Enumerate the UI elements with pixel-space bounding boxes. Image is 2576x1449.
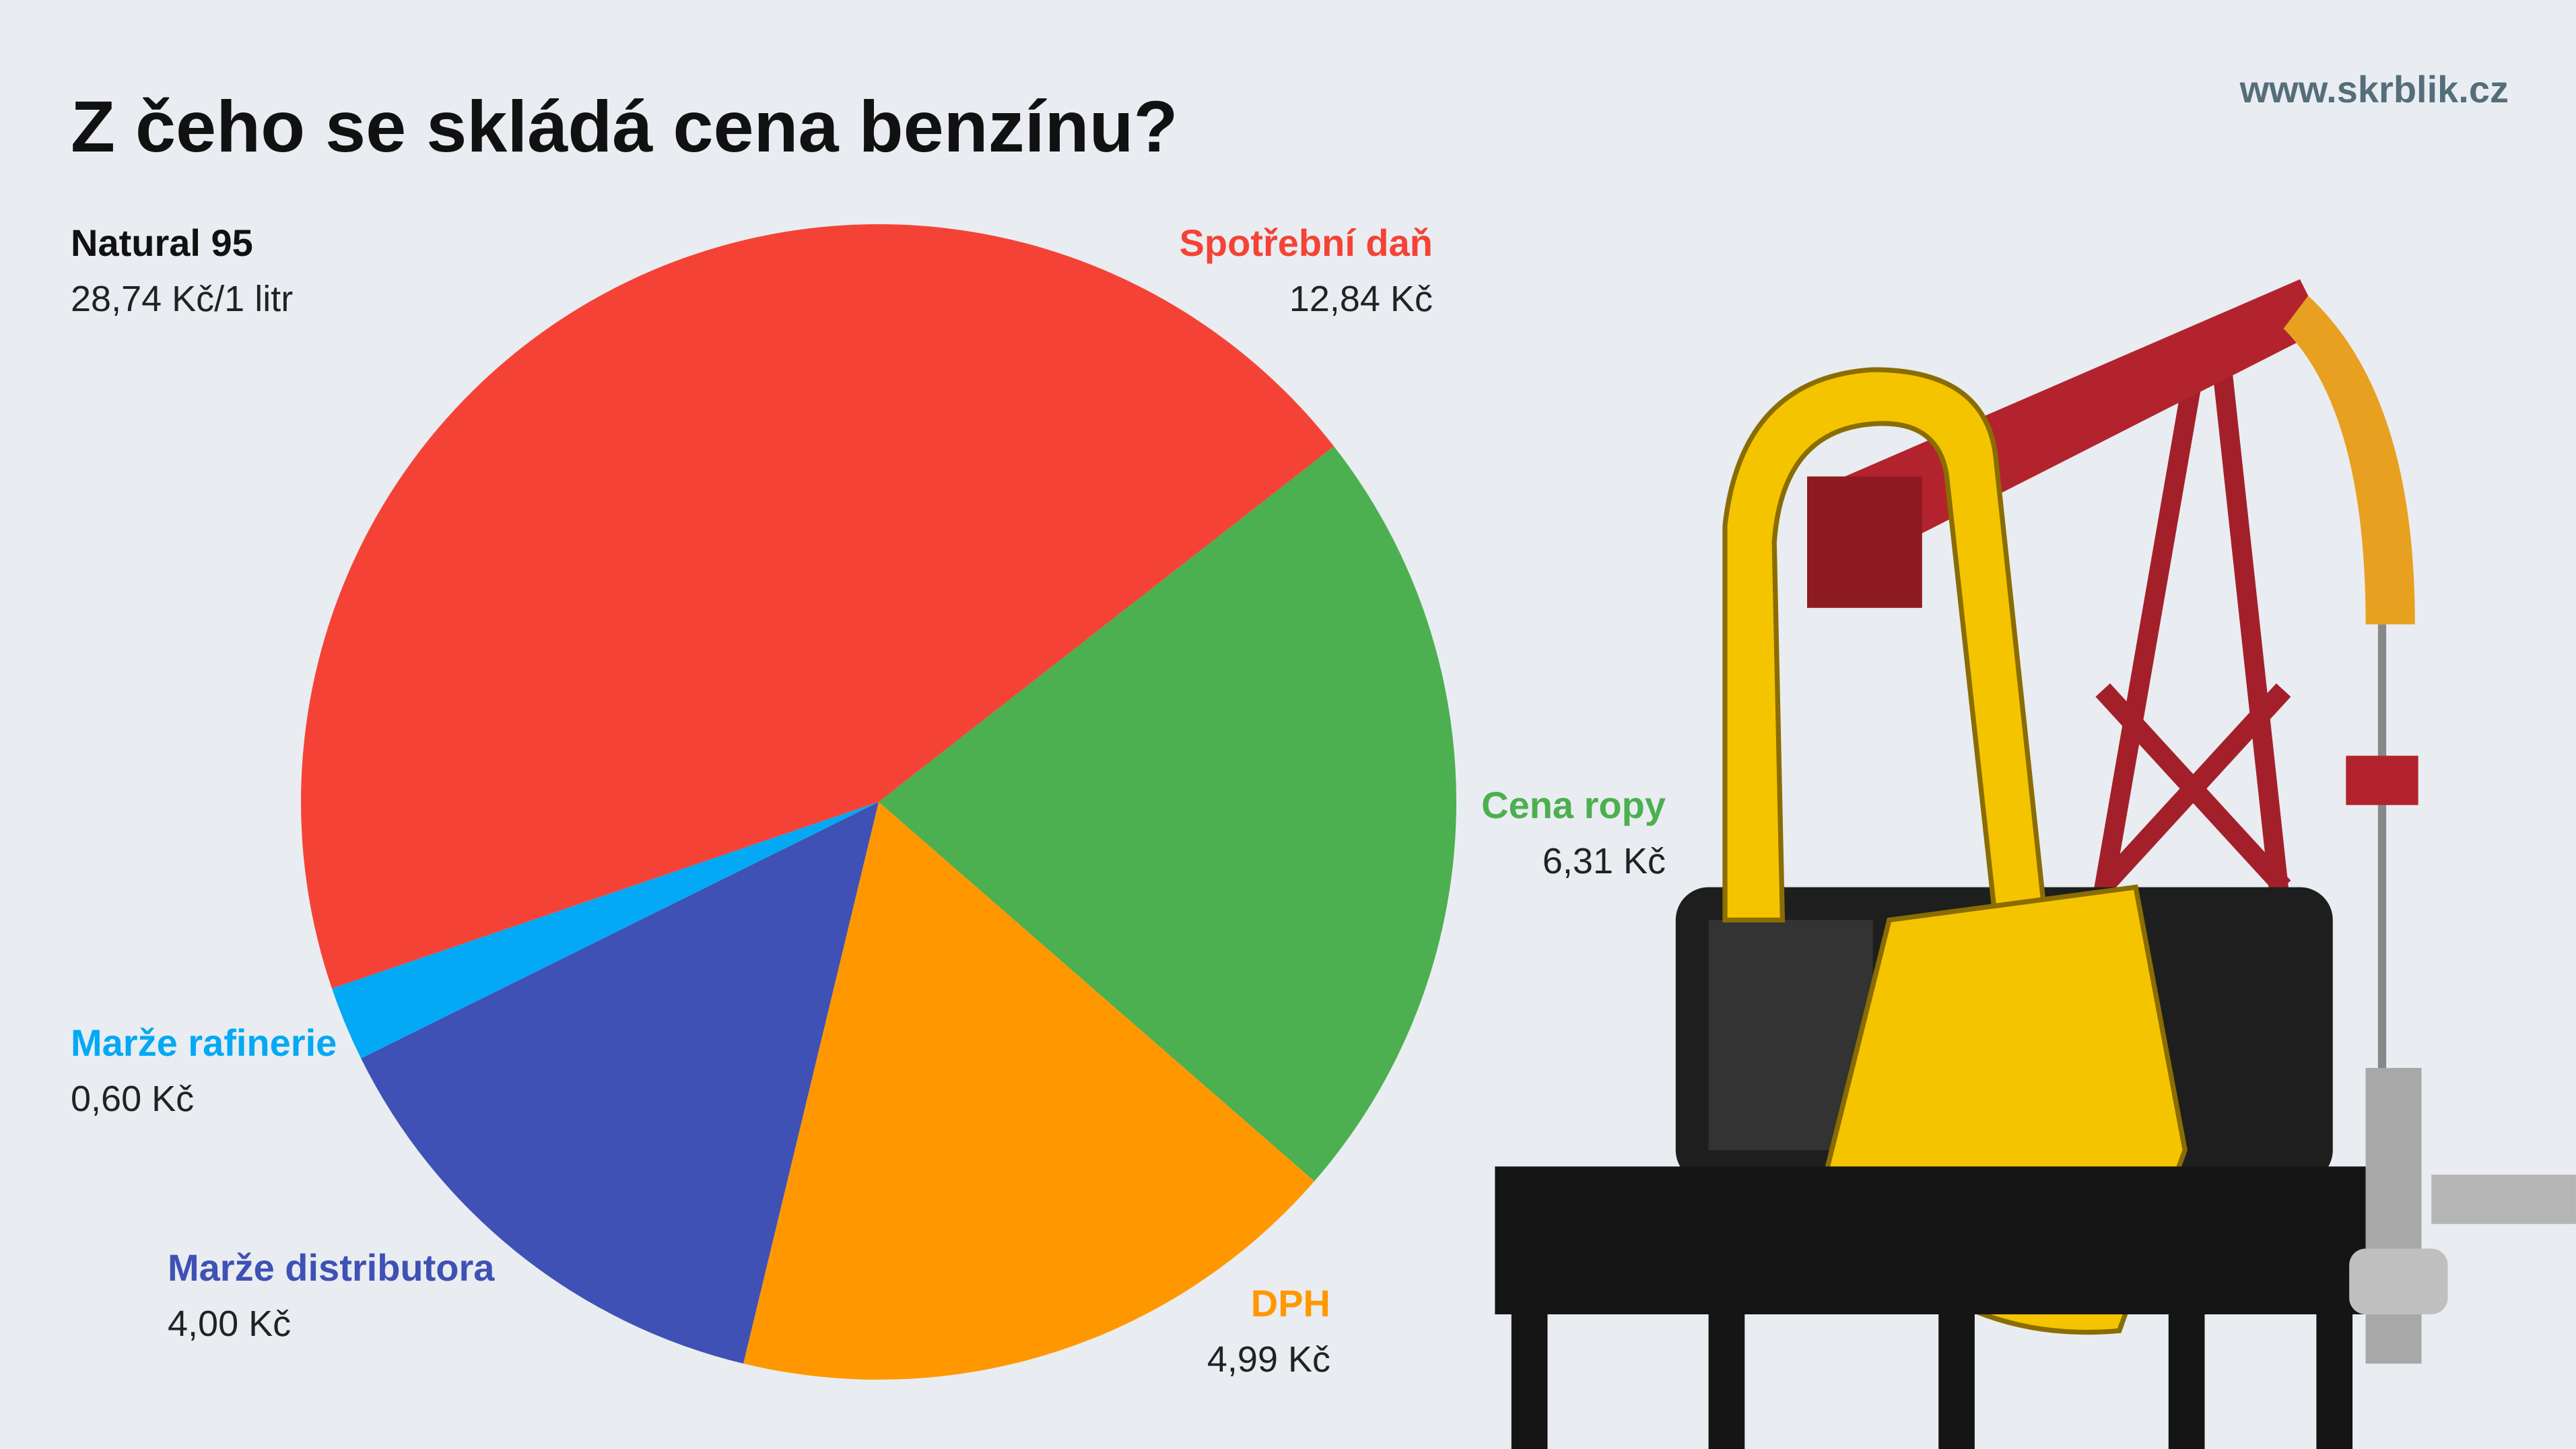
- pie-slice: [879, 446, 1457, 1182]
- value-label: 0,60 Kč: [71, 1079, 194, 1119]
- value-label: 4,00 Kč: [168, 1304, 291, 1344]
- pie-slice: [743, 802, 1315, 1380]
- chart-title: Z čeho se skládá cena benzínu?: [71, 86, 1178, 167]
- slice-label: Marže distributora: [168, 1246, 495, 1289]
- subtitle: Natural 95: [71, 222, 253, 264]
- pie-slice: [331, 802, 879, 1058]
- pumpjack-illustration: [1495, 279, 2576, 1449]
- value-label: 6,31 Kč: [1543, 841, 1666, 881]
- pie-slice: [300, 224, 1334, 989]
- value-label: 4,99 Kč: [1207, 1339, 1330, 1380]
- slice-label: DPH: [1251, 1282, 1330, 1324]
- slice-label: Cena ropy: [1481, 784, 1666, 826]
- source: www.skrblik.cz: [2239, 68, 2509, 110]
- pie-slice: [361, 802, 879, 1364]
- note: 28,74 Kč/1 litr: [71, 279, 293, 319]
- slice-label: Marže rafinerie: [71, 1021, 337, 1064]
- slice-label: Spotřební daň: [1180, 222, 1433, 264]
- value-label: 12,84 Kč: [1289, 279, 1433, 319]
